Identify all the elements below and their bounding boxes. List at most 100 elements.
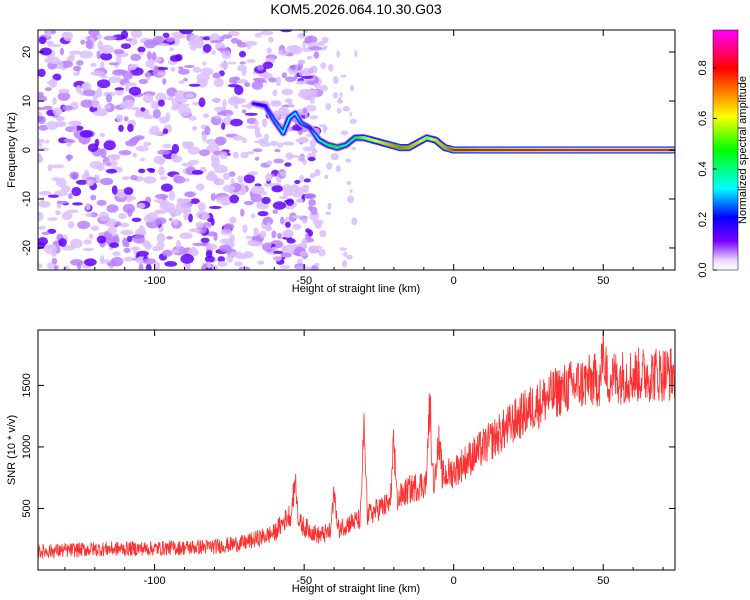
noise-blob: [227, 61, 237, 65]
noise-blob: [83, 239, 92, 245]
noise-blob: [301, 240, 308, 249]
noise-blob: [185, 141, 195, 148]
noise-blob: [139, 158, 145, 162]
x-tick-label: -100: [144, 575, 166, 587]
noise-blob: [176, 197, 185, 204]
noise-blob: [150, 100, 160, 110]
noise-blob: [120, 222, 130, 228]
noise-blob: [272, 89, 278, 97]
noise-blob: [306, 56, 313, 60]
noise-blob: [285, 154, 300, 158]
noise-blob: [164, 261, 178, 267]
noise-blob: [79, 130, 94, 138]
noise-blob: [307, 156, 316, 162]
colorbar-tick-label: 0.8: [697, 60, 709, 75]
noise-blob: [125, 99, 135, 108]
noise-blob: [99, 132, 105, 138]
noise-blob: [148, 168, 156, 173]
noise-blob: [199, 149, 210, 157]
noise-blob: [178, 103, 190, 107]
noise-blob: [49, 44, 62, 48]
noise-blob: [86, 179, 95, 187]
noise-blob: [281, 72, 287, 79]
noise-blob: [318, 248, 326, 257]
noise-blob: [184, 178, 190, 182]
noise-blob: [145, 59, 155, 68]
noise-blob: [120, 229, 134, 236]
noise-blob: [100, 148, 107, 159]
noise-blob: [152, 109, 161, 119]
noise-blob: [236, 79, 249, 84]
noise-blob: [162, 128, 169, 135]
x-tick-label: -100: [144, 275, 166, 287]
noise-blob: [273, 250, 285, 254]
noise-blob: [107, 154, 121, 159]
noise-blob: [143, 214, 156, 223]
noise-blob: [206, 261, 212, 269]
noise-blob: [47, 194, 60, 198]
noise-blob: [261, 196, 271, 205]
noise-blob: [130, 174, 138, 181]
noise-blob: [254, 120, 259, 127]
noise-blob: [308, 205, 313, 212]
noise-blob: [220, 152, 228, 160]
y-tick-label: 0: [21, 147, 33, 153]
noise-blob: [63, 31, 74, 42]
noise-blob: [67, 154, 72, 162]
noise-blob: [309, 115, 319, 120]
y-tick-label: 1500: [21, 373, 33, 397]
noise-blob: [115, 114, 124, 123]
noise-blob: [174, 90, 187, 100]
x-tick-label: 50: [597, 575, 609, 587]
noise-blob: [45, 139, 50, 144]
noise-blob: [120, 43, 132, 49]
noise-blob: [108, 76, 122, 83]
noise-blob: [54, 121, 67, 128]
noise-blob: [259, 230, 267, 238]
snr-frame: [37, 329, 676, 571]
noise-blob: [81, 83, 89, 90]
noise-blob: [339, 92, 343, 98]
noise-blob: [272, 201, 286, 210]
noise-blob: [40, 196, 45, 204]
noise-blob: [278, 106, 287, 115]
noise-blob: [58, 238, 67, 247]
noise-blob: [188, 213, 193, 223]
noise-blob: [292, 223, 302, 230]
noise-blob: [52, 73, 62, 81]
noise-blob: [299, 250, 308, 257]
noise-blob: [302, 158, 307, 166]
snr-ticks: -100 -50 0 50 500 1000 1500: [21, 330, 675, 587]
noise-blob: [38, 138, 45, 144]
noise-blob: [38, 95, 48, 102]
noise-blob: [180, 253, 194, 264]
noise-blob: [132, 234, 145, 244]
noise-blob: [257, 64, 264, 71]
noise-blob: [247, 239, 258, 246]
noise-blob: [218, 244, 232, 253]
noise-blob: [155, 217, 167, 225]
noise-blob: [99, 44, 114, 55]
noise-blob: [328, 63, 334, 72]
noise-blob: [77, 220, 91, 230]
noise-blob: [297, 59, 306, 65]
noise-blob: [309, 100, 315, 104]
noise-blob: [47, 217, 58, 221]
noise-blob: [278, 195, 289, 200]
noise-blob: [85, 39, 94, 49]
noise-blob: [161, 183, 173, 192]
noise-blob: [162, 32, 170, 39]
noise-blob: [297, 33, 306, 39]
noise-blob: [302, 107, 307, 114]
noise-blob: [98, 211, 109, 222]
noise-blob: [271, 230, 277, 239]
noise-blob: [88, 233, 94, 240]
noise-blob: [69, 171, 79, 180]
noise-blob: [246, 59, 256, 64]
noise-blob: [332, 76, 339, 84]
noise-blob: [90, 194, 97, 201]
noise-blob: [155, 66, 169, 71]
noise-blob: [262, 216, 274, 226]
noise-blob: [310, 138, 316, 149]
